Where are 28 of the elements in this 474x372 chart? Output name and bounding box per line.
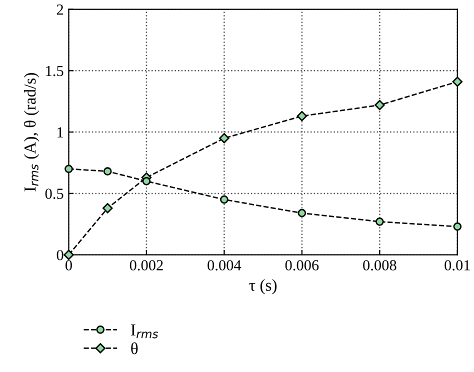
legend-label: θ — [131, 342, 138, 354]
x-tick-label: 0.004 — [208, 260, 242, 270]
y-tick-label: 0.5 — [45, 188, 64, 199]
x-tick-label: 0.002 — [130, 260, 163, 270]
point — [103, 167, 112, 176]
point — [64, 164, 73, 174]
x-tick-label: 0 — [65, 260, 72, 270]
y-tick-label: 1.5 — [46, 66, 64, 76]
y-tick-label: 2 — [56, 4, 64, 15]
point — [376, 218, 384, 226]
point — [374, 100, 385, 110]
y-tick-label: 1 — [58, 127, 63, 138]
point — [64, 250, 74, 260]
point — [453, 222, 462, 231]
x-tick-label: 0.008 — [363, 260, 396, 270]
point — [102, 203, 113, 214]
point — [296, 110, 308, 122]
point — [220, 195, 228, 204]
point — [219, 133, 230, 144]
y-axis-title: I$_{rms}$ (A), θ (rad/s) — [24, 73, 40, 192]
point — [142, 176, 151, 186]
legend-label: I$_{rms}$ — [131, 324, 158, 338]
point — [298, 208, 306, 218]
y-tick-label: 0 — [56, 250, 64, 260]
x-tick-label: 0.01 — [444, 260, 470, 270]
x-axis-title: τ (s) — [249, 279, 277, 294]
x-tick-label: 0.006 — [285, 260, 319, 270]
point — [452, 76, 463, 87]
